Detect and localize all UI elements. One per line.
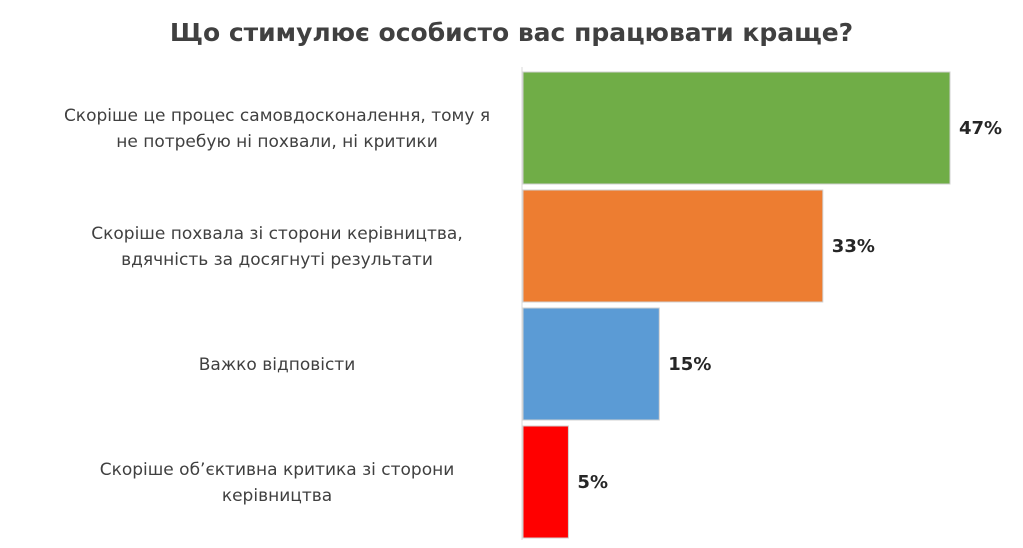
bar-2 (522, 189, 824, 303)
data-label-4: 5% (577, 472, 608, 493)
category-label-3: Важко відповісти (199, 355, 356, 375)
bar-4 (522, 425, 569, 539)
category-label-line: не потребую ні похвали, ні критики (116, 132, 438, 152)
category-label-line: керівництва (222, 486, 332, 506)
category-label-1: Скоріше це процес самовдосконалення, том… (64, 106, 490, 152)
bar-3 (522, 307, 660, 421)
data-label-2: 33% (832, 236, 875, 257)
chart-title: Що стимулює особисто вас працювати краще… (169, 18, 854, 47)
category-label-line: Скоріше об’єктивна критика зі сторони (100, 460, 455, 480)
category-label-line: Важко відповісти (199, 355, 356, 375)
category-label-line: Скоріше це процес самовдосконалення, том… (64, 106, 490, 126)
category-label-4: Скоріше об’єктивна критика зі сторони кер… (100, 460, 455, 506)
bar-1 (522, 71, 951, 185)
data-label-3: 15% (668, 354, 711, 375)
category-label-2: Скоріше похвала зі сторони керівництва, в… (91, 224, 463, 270)
category-label-line: Скоріше похвала зі сторони керівництва, (91, 224, 463, 244)
category-label-line: вдячність за досягнуті результати (121, 250, 433, 270)
data-label-1: 47% (959, 118, 1002, 139)
